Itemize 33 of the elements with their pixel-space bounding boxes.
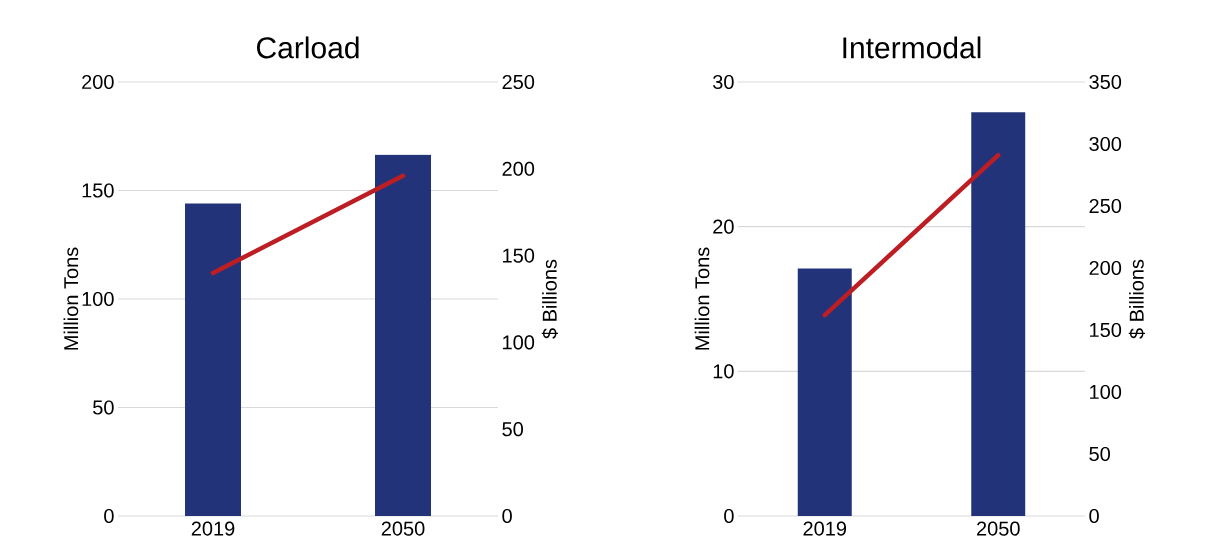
- y2-tick-label: 350: [1089, 74, 1122, 90]
- y-axis-title: Million Tons: [694, 247, 710, 350]
- y-tick-label: 30: [713, 74, 734, 90]
- y2-tick-label: 50: [502, 422, 523, 437]
- y-tick-label: 10: [713, 364, 734, 379]
- x-tick-label: 2050: [381, 521, 425, 536]
- x-tick-label: 2019: [191, 521, 235, 536]
- y-axis-title: Million Tons: [63, 247, 79, 350]
- y-tick-label: 20: [713, 219, 734, 234]
- y2-tick-label: 50: [1089, 446, 1110, 462]
- y2-tick-label: 0: [1089, 508, 1099, 524]
- y2-axis-title: $ Billions: [1128, 259, 1145, 339]
- chart-title: Intermodal: [843, 36, 981, 59]
- x-tick-label: 2050: [977, 521, 1020, 536]
- y2-tick-label: 100: [1090, 384, 1122, 400]
- y2-axis-title: $ Billions: [541, 259, 558, 339]
- y2-tick-label: 150: [503, 248, 535, 263]
- y-tick-label: 50: [93, 400, 114, 415]
- y-tick-label: 200: [82, 74, 114, 90]
- y2-tick-label: 0: [502, 508, 512, 524]
- y2-tick-label: 100: [503, 335, 535, 350]
- y-tick-label: 0: [724, 508, 734, 524]
- y2-tick-label: 300: [1089, 136, 1122, 152]
- y-tick-label: 150: [82, 183, 114, 198]
- y2-tick-label: 200: [502, 161, 535, 176]
- y2-tick-label: 200: [1089, 260, 1122, 276]
- y-tick-label: 100: [82, 291, 114, 307]
- y2-tick-label: 150: [1090, 322, 1122, 338]
- y2-tick-label: 250: [502, 74, 535, 90]
- y-tick-label: 0: [104, 508, 114, 524]
- x-tick-label: 2019: [803, 521, 847, 536]
- y2-tick-label: 250: [1089, 198, 1122, 214]
- chart-title: Carload: [257, 36, 359, 59]
